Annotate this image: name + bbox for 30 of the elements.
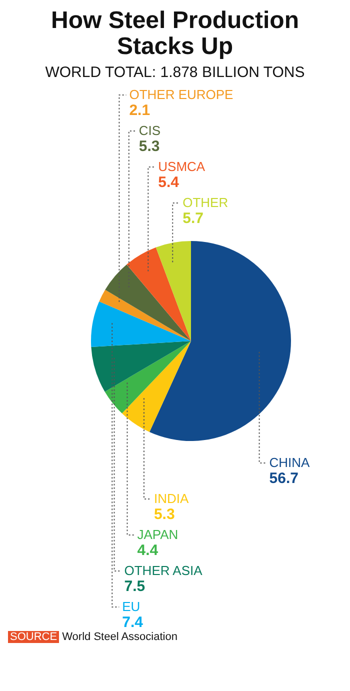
pie-slice	[156, 241, 191, 341]
pie-slice	[104, 341, 191, 414]
data-label: 5.4	[158, 174, 180, 191]
chart-subtitle: WORLD TOTAL: 1.878 BILLION TONS	[44, 64, 306, 81]
pie-slice	[149, 241, 291, 441]
pie-slice	[122, 341, 191, 432]
slice-label: JAPAN	[137, 527, 178, 542]
chart-title: How Steel Production Stacks Up	[50, 7, 300, 60]
pie-slice	[99, 290, 191, 341]
slice-label: OTHER	[182, 195, 228, 210]
slice-label: OTHER ASIA	[124, 563, 203, 578]
slice-label: CIS	[138, 123, 161, 138]
slice-label: EU	[122, 599, 140, 614]
slice-label: USMCA	[158, 159, 206, 174]
pie-slice	[105, 264, 191, 341]
data-label: 5.3	[154, 506, 175, 523]
data-label: 5.7	[182, 210, 204, 227]
slice-label: CHINA	[269, 455, 310, 470]
data-label: 7.5	[124, 578, 146, 595]
data-label: 7.4	[122, 614, 144, 631]
data-label: 4.4	[137, 542, 159, 559]
data-label: 5.3	[138, 138, 160, 155]
pie-slice	[126, 247, 191, 341]
data-label: 56.7	[269, 470, 298, 487]
pie-slice	[91, 302, 191, 347]
pie-slice	[91, 341, 191, 392]
slice-label: OTHER EUROPE	[129, 87, 234, 102]
data-label: 2.1	[129, 102, 150, 119]
slice-label: INDIA	[154, 491, 189, 506]
source-note: SOURCE World Steel Association	[9, 631, 178, 643]
